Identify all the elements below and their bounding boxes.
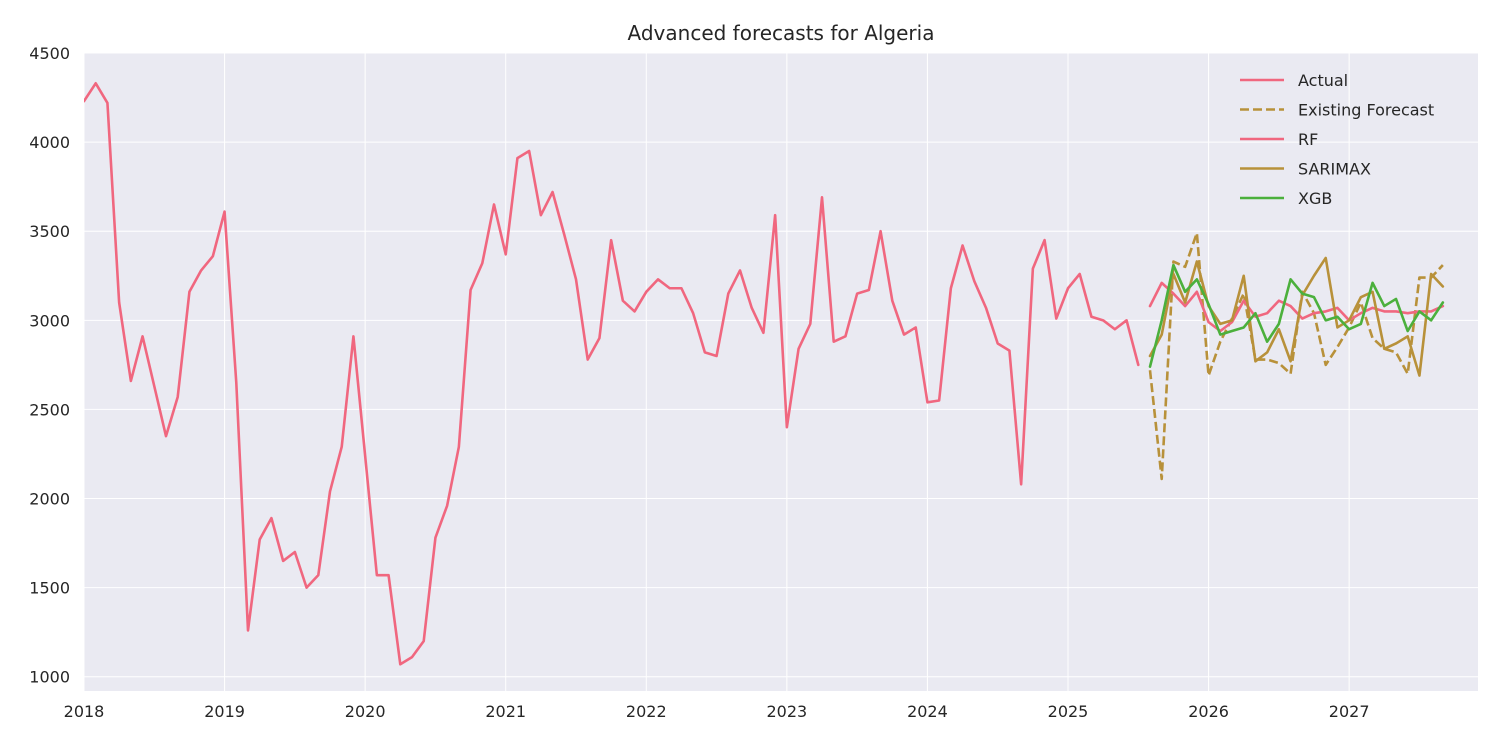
legend-label: Existing Forecast xyxy=(1298,101,1434,120)
x-tick-label: 2019 xyxy=(204,702,245,721)
x-tick-label: 2024 xyxy=(907,702,948,721)
x-tick-label: 2025 xyxy=(1048,702,1089,721)
series-lines xyxy=(84,82,1445,666)
series-line-rf xyxy=(1148,281,1445,333)
y-tick-label: 2000 xyxy=(29,490,70,509)
y-tick-label: 1500 xyxy=(29,579,70,598)
axis-tick-labels: 1000 1500 2000 2500 3000 3500 4000 4500 2018 2019… xyxy=(29,44,1369,721)
legend-label: Actual xyxy=(1298,71,1348,90)
y-tick-label: 3500 xyxy=(29,222,70,241)
legend-label: XGB xyxy=(1298,189,1332,208)
y-tick-label: 4500 xyxy=(29,44,70,63)
x-tick-label: 2027 xyxy=(1329,702,1370,721)
legend: Actual Existing Forecast RF SARIMAX XGB xyxy=(1240,71,1434,208)
y-tick-label: 4000 xyxy=(29,133,70,152)
plot-area xyxy=(84,53,1478,691)
x-tick-label: 2020 xyxy=(345,702,386,721)
x-tick-label: 2022 xyxy=(626,702,667,721)
chart-title: Advanced forecasts for Algeria xyxy=(628,21,935,45)
series-line-xgb xyxy=(1148,263,1445,368)
x-tick-label: 2021 xyxy=(485,702,526,721)
y-tick-label: 2500 xyxy=(29,400,70,419)
legend-label: SARIMAX xyxy=(1298,160,1371,179)
series-line-actual xyxy=(84,82,1140,666)
y-tick-label: 3000 xyxy=(29,311,70,330)
y-tick-label: 1000 xyxy=(29,668,70,687)
legend-label: RF xyxy=(1298,130,1318,149)
x-tick-label: 2018 xyxy=(64,702,105,721)
x-tick-label: 2026 xyxy=(1188,702,1229,721)
series-line-sarimax xyxy=(1148,256,1445,377)
x-tick-label: 2023 xyxy=(766,702,807,721)
